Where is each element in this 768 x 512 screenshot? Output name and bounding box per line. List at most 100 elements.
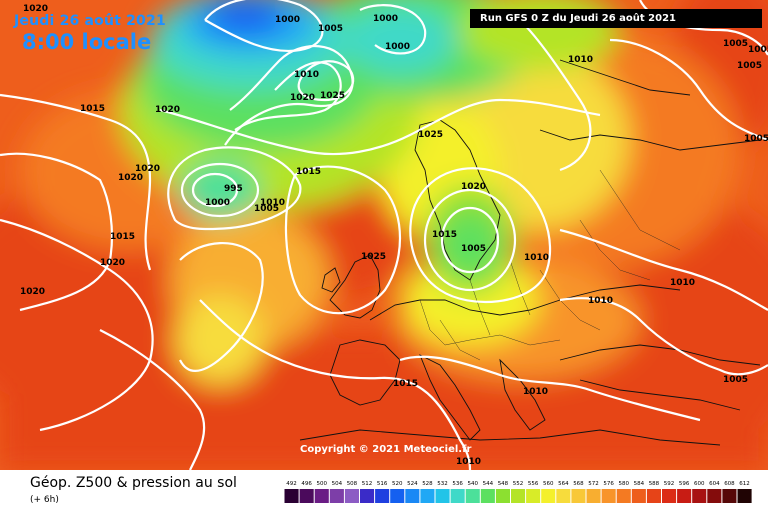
isobar-label: 1015: [432, 230, 457, 240]
legend-label: 516: [377, 481, 388, 487]
legend-label: 584: [634, 481, 645, 487]
isobar-label: 1000: [205, 198, 230, 208]
legend-label: 500: [317, 481, 328, 487]
isobar-label: 1015: [110, 232, 135, 242]
legend-label: 572: [588, 481, 599, 487]
legend-swatch: [586, 489, 601, 503]
isobar-label: 995: [224, 184, 243, 194]
legend-label: 524: [407, 481, 418, 487]
color-legend: 492 496 500 504 508 512 516 520 524 528 532 536 540 5…: [284, 481, 752, 503]
legend-label: 528: [422, 481, 433, 487]
legend-swatch: [405, 489, 420, 503]
legend-label: 496: [301, 481, 312, 487]
isobar-label: 1005: [254, 204, 279, 214]
isobar-label: 1005: [461, 244, 486, 254]
isobar-label: 1020: [155, 105, 180, 115]
legend-label: 544: [483, 481, 494, 487]
legend-label: 532: [437, 481, 448, 487]
footer: Géop. Z500 & pression au sol (+ 6h) 492 4…: [0, 470, 768, 512]
legend-label: 604: [709, 481, 720, 487]
legend-label: 564: [558, 481, 569, 487]
isobar-label: 1015: [296, 167, 321, 177]
isobar-label: 1005: [318, 24, 343, 34]
legend-swatch: [631, 489, 646, 503]
isobar-label: 1010: [260, 198, 285, 208]
isobar-label: 1020: [461, 182, 486, 192]
isobar-label: 1005: [723, 375, 748, 385]
legend-swatch: [662, 489, 677, 503]
legend-label: 540: [468, 481, 479, 487]
legend-swatch: [284, 489, 299, 503]
isobar-label: 1010: [524, 253, 549, 263]
legend-swatch: [329, 489, 344, 503]
legend-swatch: [616, 489, 631, 503]
isobar-label: 1025: [320, 91, 345, 101]
isobar-label: 1010: [456, 457, 481, 467]
legend-swatch: [344, 489, 359, 503]
legend-swatch: [314, 489, 329, 503]
geopotential-field: 1020100010051000100010101005100510051015…: [0, 0, 768, 470]
forecast-time: 8:00 locale: [22, 30, 152, 54]
legend-swatch: [360, 489, 375, 503]
legend-label: 596: [679, 481, 690, 487]
legend-label: 556: [528, 481, 539, 487]
legend-label: 536: [452, 481, 463, 487]
legend-swatch: [541, 489, 556, 503]
legend-label: 576: [603, 481, 614, 487]
footer-subtitle: (+ 6h): [30, 495, 59, 505]
legend-label: 592: [664, 481, 675, 487]
legend-swatch: [646, 489, 661, 503]
legend-swatch: [435, 489, 450, 503]
weather-map: 1020100010051000100010101005100510051015…: [0, 0, 768, 470]
isobar-label: 1010: [588, 296, 613, 306]
isobar-label: 1020: [100, 258, 125, 268]
legend-label: 508: [347, 481, 358, 487]
map-graphic: 1020100010051000100010101005100510051015…: [0, 0, 768, 470]
legend-swatch: [571, 489, 586, 503]
isobar-label: 1020: [118, 173, 143, 183]
legend-label: 600: [694, 481, 705, 487]
isobar-label: 1015: [393, 379, 418, 389]
isobar-label: 1005: [723, 39, 748, 49]
legend-label: 504: [332, 481, 343, 487]
legend-label: 608: [724, 481, 735, 487]
isobar-label: 1010: [523, 387, 548, 397]
legend-swatch: [707, 489, 722, 503]
isobar-label: 1010: [568, 55, 593, 65]
legend-swatch: [420, 489, 435, 503]
isobar-label: 1020: [23, 4, 48, 14]
isobar-label: 1005: [737, 61, 762, 71]
legend-label: 612: [739, 481, 750, 487]
legend-swatch: [737, 489, 752, 503]
legend-swatch: [480, 489, 495, 503]
legend-swatch: [556, 489, 571, 503]
legend-swatch: [495, 489, 510, 503]
isobar-label: 1005: [748, 45, 768, 55]
legend-swatch: [526, 489, 541, 503]
legend-swatch: [375, 489, 390, 503]
footer-title: Géop. Z500 & pression au sol: [30, 475, 237, 491]
legend-swatch: [692, 489, 707, 503]
legend-label: 492: [286, 481, 297, 487]
isobar-label: 1025: [418, 130, 443, 140]
legend-label: 568: [573, 481, 584, 487]
isobar-label: 1020: [135, 164, 160, 174]
country-borders: [419, 169, 681, 361]
legend-swatch: [299, 489, 314, 503]
legend-swatch: [390, 489, 405, 503]
legend-label: 520: [392, 481, 403, 487]
legend-swatch: [465, 489, 480, 503]
legend-label: 548: [498, 481, 509, 487]
isobar-label: 1000: [373, 14, 398, 24]
legend-label: 560: [543, 481, 554, 487]
legend-swatch: [601, 489, 616, 503]
legend-swatch: [677, 489, 692, 503]
isobar-label: 1005: [744, 134, 768, 144]
legend-swatch: [511, 489, 526, 503]
isobar-label: 1010: [670, 278, 695, 288]
isobar-label: 1000: [385, 42, 410, 52]
isobar-label: 1020: [290, 93, 315, 103]
coastlines: [299, 59, 761, 446]
legend-label: 580: [619, 481, 630, 487]
legend-label: 512: [362, 481, 373, 487]
